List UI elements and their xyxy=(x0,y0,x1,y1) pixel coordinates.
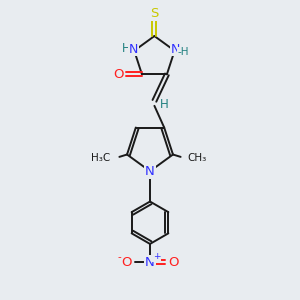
Text: O: O xyxy=(113,68,124,81)
Text: CH₃: CH₃ xyxy=(188,153,207,163)
Text: -: - xyxy=(118,252,121,262)
Text: O: O xyxy=(121,256,132,269)
Text: N: N xyxy=(145,165,155,178)
Text: N: N xyxy=(170,43,180,56)
Text: H₃C: H₃C xyxy=(91,153,110,163)
Text: O: O xyxy=(168,256,179,269)
Text: -H: -H xyxy=(178,47,189,57)
Text: +: + xyxy=(153,252,160,261)
Text: H: H xyxy=(160,98,168,111)
Text: N: N xyxy=(145,256,155,269)
Text: H: H xyxy=(122,42,130,55)
Text: N: N xyxy=(129,43,138,56)
Text: S: S xyxy=(150,7,159,20)
